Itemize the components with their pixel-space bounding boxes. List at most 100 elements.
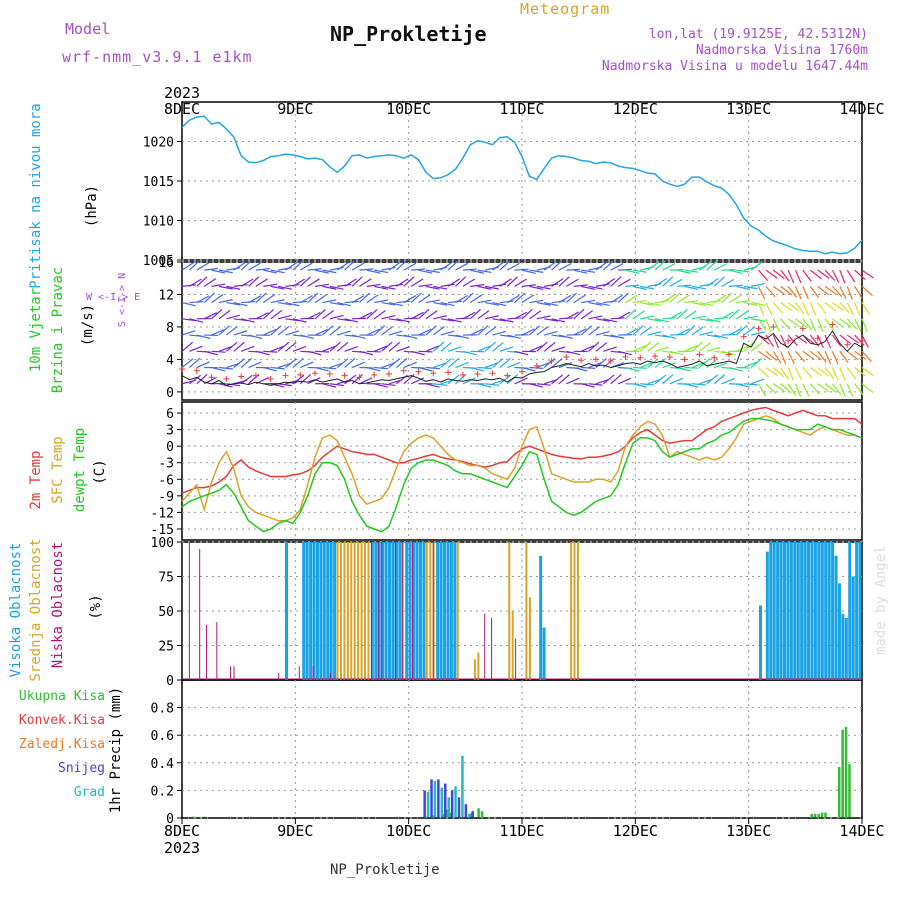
wind-barb [322,285,337,290]
wind-barb [418,269,433,274]
wind-barb [824,334,832,349]
wind-barb [544,283,559,287]
clouds-ytick-label: 50 [158,605,174,620]
wind-barb [314,328,329,336]
wind-barb [388,302,403,307]
wind-barb [322,299,337,304]
cloud-bar [312,542,316,680]
wind-barb [699,378,713,385]
wind-barb [277,325,290,336]
wind-barb [713,362,728,369]
wind-barb [477,366,492,370]
wind-barb [751,301,765,306]
x-tick-label-top: 9DEC [277,100,313,118]
wind-title-1: 10m Vjetar [28,288,44,372]
wind-barb [344,300,359,304]
wind-barb [721,333,736,336]
wind-barb [189,278,202,287]
wind-barb [226,285,241,290]
wind-gust-mark [504,372,511,379]
wind-barb [499,278,512,287]
cloud-bar [329,542,333,680]
wind-barb [299,276,311,287]
station-title: NP_Prokletije [330,22,487,46]
wind-barb [566,278,579,287]
cloud-bar [391,542,395,680]
wind-barb [647,318,662,322]
wind-barb [528,325,541,336]
wind-barb [817,350,827,363]
wind-barb [181,261,195,271]
wind-barb [765,269,778,279]
wind-barb [736,300,751,304]
wind-barb [543,342,556,352]
wind-barb [662,263,676,271]
wind-barb [558,334,573,339]
wind-barb [565,292,578,304]
wind-barb [588,326,601,336]
wind-barb [366,269,381,274]
wind-barb [824,351,832,365]
wind-barb [677,269,691,274]
cloud-bar [449,542,453,680]
cloud-bar [443,542,447,680]
cloud-bar [803,542,807,680]
precip-ylabel: 1hr Precip (mm) [108,687,124,813]
cloud-bar [429,542,432,680]
wind-barb [233,341,245,352]
wind-barb [388,358,401,368]
precip-bar [810,813,813,818]
cloud-bar [329,673,331,680]
wind-barb [536,362,551,369]
wind-barb [196,262,210,271]
wind-barb [462,377,476,385]
wind-barb [632,383,647,388]
wind-barb [654,346,669,352]
wind-barb [677,284,692,287]
wind-barb [366,366,381,372]
wind-barb [403,276,415,287]
cloud-bar [813,542,817,680]
wind-barb [285,283,300,287]
wind-title-2: Brzina i Pravac [50,267,66,393]
wind-barb [831,334,842,347]
wind-barb [743,302,758,307]
cloud-bar [188,542,190,680]
wind-barb [373,310,386,320]
wind-barb [831,269,840,283]
clouds-ytick-label: 75 [158,571,174,586]
wind-barb [196,361,210,369]
wind-barb [344,357,356,368]
wind-barb [610,374,622,385]
precip-bar [437,779,440,818]
wind-barb [669,350,684,356]
wind-barb [226,314,241,320]
wind-barb [713,294,727,304]
wind-gust-mark [785,337,792,344]
wind-barb [440,261,453,271]
wind-barb [654,318,669,323]
wind-barb [699,342,711,352]
wind-barb [588,285,603,290]
wind-barb [506,294,520,304]
wind-barb [721,292,733,304]
wind-barb [595,261,608,271]
x-year-top: 2023 [164,84,200,102]
wind-ytick-label: 16 [158,256,174,271]
cloud-bar [394,542,398,680]
wind-barb [558,276,570,287]
wind-barb [654,334,669,338]
precip-bar [450,790,454,818]
wind-barb [632,269,647,273]
wind-barb [492,358,504,368]
wind-barb [307,311,321,320]
wind-barb [669,377,683,385]
wind-barb [780,285,793,296]
wind-barb [218,285,233,290]
cloud-bar [765,551,769,680]
cloud-bar [539,555,543,680]
wind-barb [255,268,270,271]
wind-barb [662,317,677,320]
wind-gust-mark [252,372,259,379]
wind-barb [277,285,292,290]
